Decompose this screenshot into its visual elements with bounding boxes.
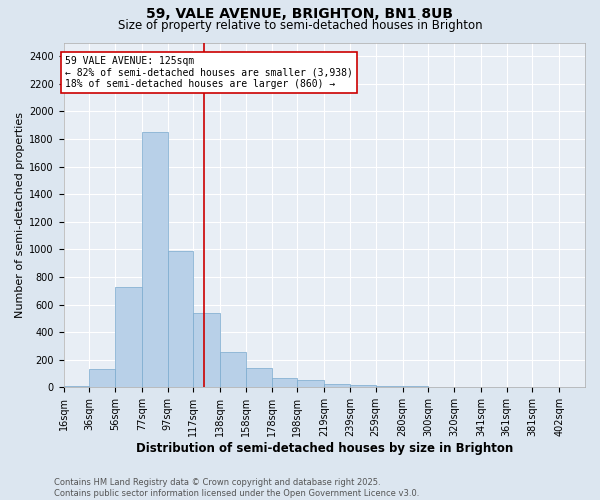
Text: Contains HM Land Registry data © Crown copyright and database right 2025.
Contai: Contains HM Land Registry data © Crown c… bbox=[54, 478, 419, 498]
Bar bbox=[246, 368, 272, 388]
Y-axis label: Number of semi-detached properties: Number of semi-detached properties bbox=[15, 112, 25, 318]
Text: 59 VALE AVENUE: 125sqm
← 82% of semi-detached houses are smaller (3,938)
18% of : 59 VALE AVENUE: 125sqm ← 82% of semi-det… bbox=[65, 56, 353, 90]
Bar bbox=[89, 370, 115, 388]
Bar bbox=[403, 386, 428, 388]
Bar bbox=[193, 313, 220, 388]
Bar bbox=[142, 132, 167, 388]
Bar bbox=[428, 386, 454, 388]
X-axis label: Distribution of semi-detached houses by size in Brighton: Distribution of semi-detached houses by … bbox=[136, 442, 513, 455]
Bar bbox=[64, 386, 89, 388]
Text: 59, VALE AVENUE, BRIGHTON, BN1 8UB: 59, VALE AVENUE, BRIGHTON, BN1 8UB bbox=[146, 8, 454, 22]
Bar bbox=[272, 378, 298, 388]
Bar bbox=[376, 386, 403, 388]
Bar bbox=[220, 352, 246, 388]
Bar bbox=[167, 251, 193, 388]
Bar bbox=[298, 380, 325, 388]
Bar bbox=[325, 384, 350, 388]
Bar bbox=[350, 386, 376, 388]
Bar bbox=[115, 286, 142, 388]
Text: Size of property relative to semi-detached houses in Brighton: Size of property relative to semi-detach… bbox=[118, 19, 482, 32]
